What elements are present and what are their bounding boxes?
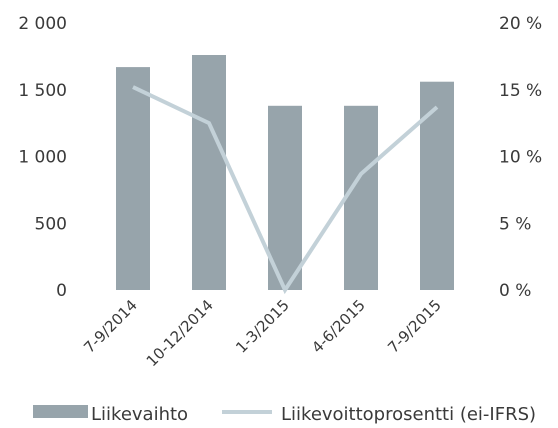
- right-tick-label: 10 %: [499, 148, 542, 168]
- x-tick-label: 7-9/2015: [384, 296, 445, 357]
- right-axis-tick-labels: 0 % 5 % 10 % 15 % 20 %: [499, 14, 542, 301]
- x-tick-label: 4-6/2015: [308, 296, 369, 357]
- left-tick-label: 1 000: [18, 148, 67, 168]
- legend-label-bar: Liikevaihto: [91, 404, 188, 425]
- bar-4-6/2015: [344, 105, 378, 290]
- legend-label-line: Liikevoittoprosentti (ei-IFRS): [281, 404, 536, 425]
- right-tick-label: 15 %: [499, 81, 542, 101]
- bar-1-3/2015: [268, 105, 302, 290]
- left-tick-label: 2 000: [18, 14, 67, 34]
- left-tick-label: 1 500: [18, 81, 67, 101]
- right-tick-label: 20 %: [499, 14, 542, 34]
- legend: Liikevaihto Liikevoittoprosentti (ei-IFR…: [33, 404, 536, 425]
- left-axis-tick-labels: 0 500 1 000 1 500 2 000: [18, 14, 67, 301]
- legend-swatch-bar: [33, 405, 88, 418]
- right-tick-label: 0 %: [499, 281, 531, 301]
- bar-10-12/2014: [192, 55, 226, 290]
- right-tick-label: 5 %: [499, 214, 531, 234]
- left-tick-label: 0: [56, 281, 67, 301]
- x-tick-label: 1-3/2015: [232, 296, 293, 357]
- left-tick-label: 500: [35, 214, 67, 234]
- bar-7-9/2015: [420, 81, 454, 290]
- line-group: [132, 85, 439, 295]
- x-axis-tick-labels: 7-9/2014 10-12/2014 1-3/2015 4-6/2015 7-9/20…: [80, 296, 445, 370]
- x-tick-label: 7-9/2014: [80, 296, 141, 357]
- bars-group: [116, 55, 454, 290]
- x-tick-label: 10-12/2014: [143, 296, 217, 370]
- bar-7-9/2014: [116, 67, 150, 290]
